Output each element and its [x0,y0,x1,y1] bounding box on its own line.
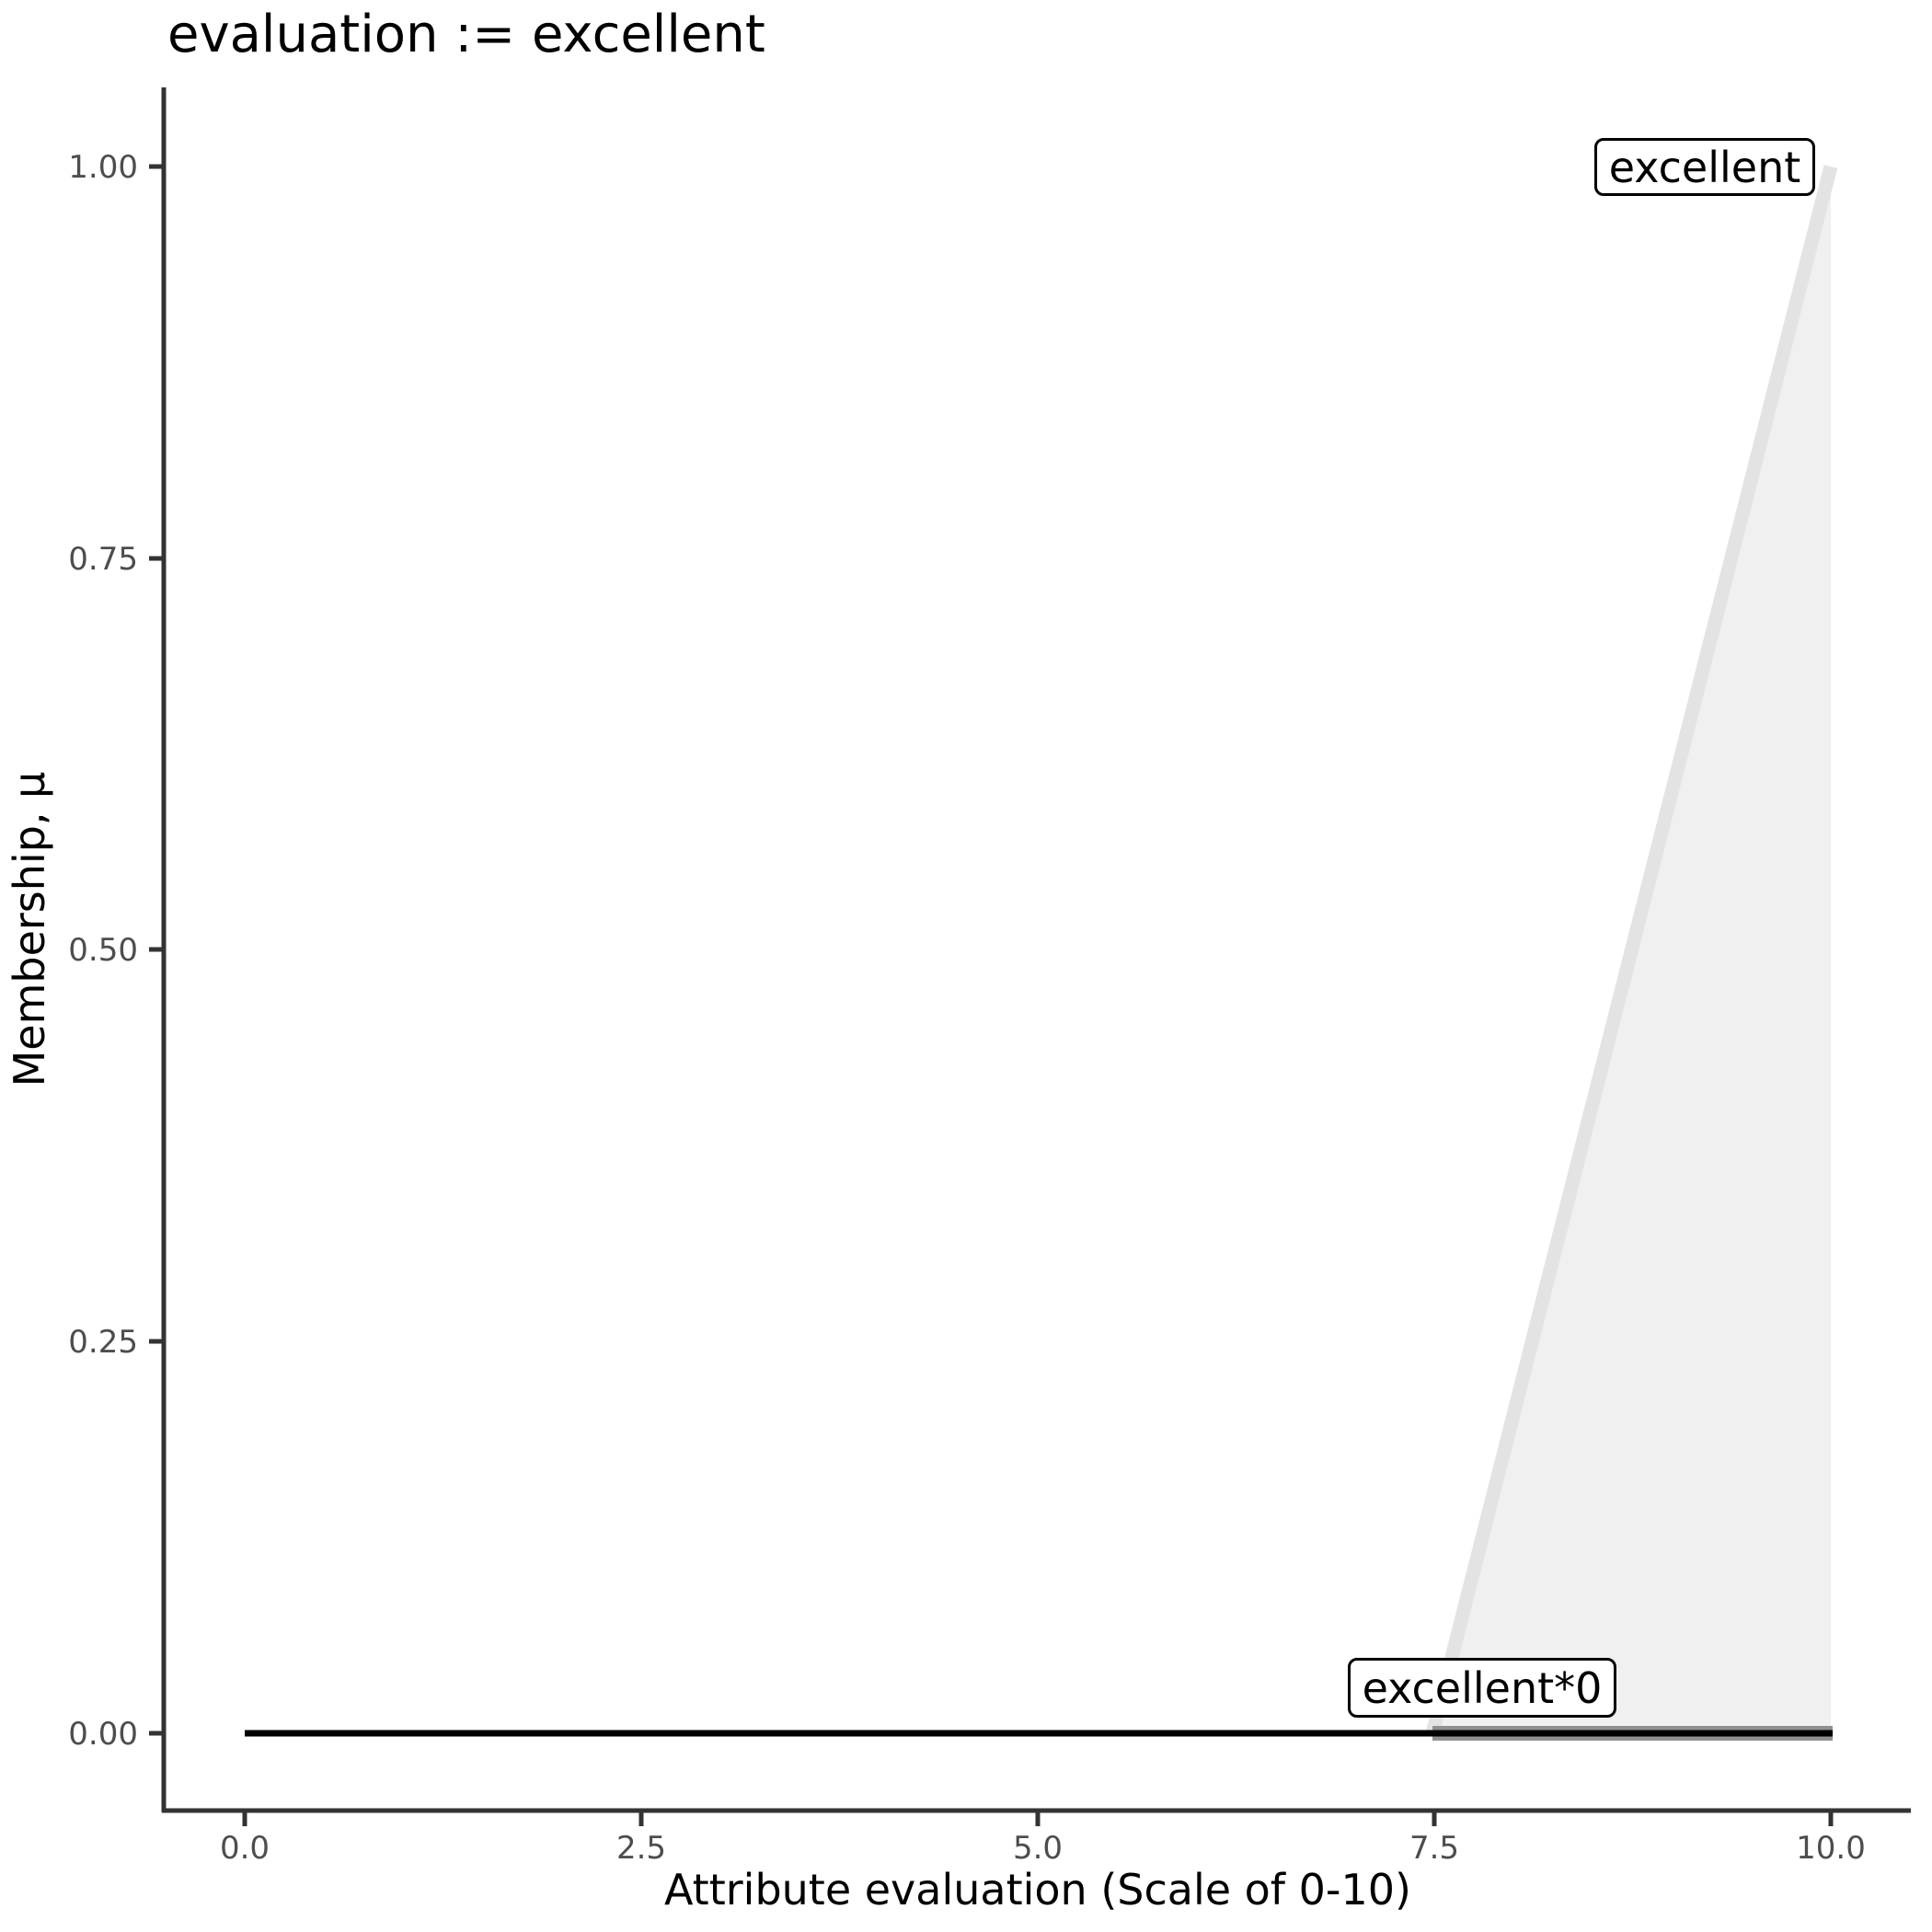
y-axis-title: Membership, μ [5,772,54,1087]
y-tick-label-1.00: 1.00 [68,149,138,186]
chart-title: evaluation := excellent [167,5,765,64]
annotation-excellent-zero: excellent*0 [1348,1658,1616,1718]
x-axis-title: Attribute evaluation (Scale of 0-10) [664,1865,1411,1915]
x-tick-label-0.0: 0.0 [220,1830,270,1867]
x-tick-label-2.5: 2.5 [616,1830,666,1867]
y-tick-label-0.50: 0.50 [68,932,138,969]
x-tick-label-7.5: 7.5 [1409,1830,1459,1867]
annotation-excellent-zero-text: excellent*0 [1362,1662,1603,1713]
annotation-excellent-text: excellent [1608,142,1801,192]
y-tick-label-0.25: 0.25 [68,1324,138,1361]
y-tick-label-0.75: 0.75 [68,541,138,578]
excellent-membership-line [1425,165,1838,1735]
x-tick-label-5.0: 5.0 [1013,1830,1063,1867]
annotation-excellent: excellent [1594,138,1815,196]
x-tick-label-10.0: 10.0 [1796,1830,1866,1867]
y-tick-label-0.00: 0.00 [68,1716,138,1753]
